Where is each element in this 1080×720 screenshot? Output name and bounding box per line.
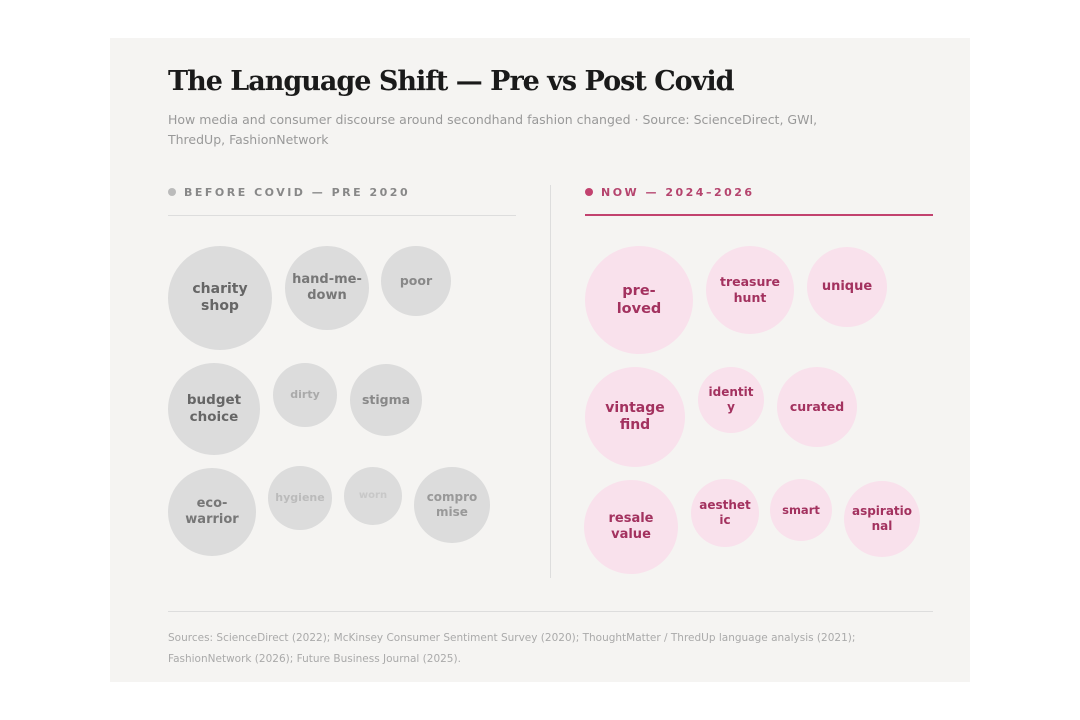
word-bubble: eco-warrior: [168, 468, 256, 556]
bubble-label: curated: [789, 399, 845, 415]
word-bubble: hygiene: [268, 466, 332, 530]
word-bubble: unique: [807, 247, 887, 327]
word-bubble: compromise: [414, 467, 490, 543]
rule: [585, 214, 933, 216]
bubble-label: compromise: [426, 490, 478, 519]
bubble-label: eco-warrior: [185, 495, 239, 527]
rule: [168, 215, 516, 216]
bubble-label: resale value: [608, 510, 654, 542]
rule: [168, 611, 933, 612]
word-bubble: hand-me-down: [285, 246, 369, 330]
word-bubble: budget choice: [168, 363, 260, 455]
bubble-label: smart: [782, 502, 820, 517]
divider: [550, 185, 551, 578]
dot: [585, 188, 593, 196]
bubble-label: treasure hunt: [719, 274, 781, 305]
bubble-label: vintage find: [605, 399, 665, 434]
word-bubble: dirty: [273, 363, 337, 427]
subtitle: How media and consumer discourse around …: [168, 112, 818, 147]
now-heading: NOW — 2024–2026: [585, 186, 755, 199]
title: The Language Shift — Pre vs Post Covid: [168, 66, 735, 97]
bubble-label: aspirational: [851, 504, 913, 533]
word-bubble: aspirational: [844, 481, 920, 557]
dot: [168, 188, 176, 196]
word-bubble: charity shop: [168, 246, 272, 350]
bubble-label: identity: [708, 385, 754, 414]
word-bubble: smart: [770, 479, 832, 541]
bubble-label: worn: [358, 489, 388, 501]
bubble-label: stigma: [361, 392, 411, 408]
bubble-label: hygiene: [275, 491, 325, 505]
word-bubble: curated: [777, 367, 857, 447]
bubble-label: hand-me-down: [292, 271, 362, 303]
bubble-label: pre-loved: [616, 282, 662, 317]
word-bubble: identity: [698, 367, 764, 433]
sources: Sources: ScienceDirect (2022); McKinsey …: [168, 632, 856, 665]
word-bubble: aesthetic: [691, 479, 759, 547]
word-bubble: treasure hunt: [706, 246, 794, 334]
word-bubble: vintage find: [585, 367, 685, 467]
word-bubble: worn: [344, 467, 402, 525]
card: The Language Shift — Pre vs Post Covid H…: [110, 38, 970, 682]
heading-text: NOW — 2024–2026: [601, 186, 755, 199]
bubble-label: budget choice: [186, 392, 242, 425]
word-bubble: stigma: [350, 364, 422, 436]
heading-text: BEFORE COVID — PRE 2020: [184, 186, 411, 199]
word-bubble: resale value: [584, 480, 678, 574]
bubble-label: poor: [399, 273, 433, 289]
bubble-label: aesthetic: [699, 498, 751, 527]
word-bubble: pre-loved: [585, 246, 693, 354]
word-bubble: poor: [381, 246, 451, 316]
bubble-label: dirty: [290, 388, 320, 402]
before-heading: BEFORE COVID — PRE 2020: [168, 186, 410, 199]
bubble-label: unique: [821, 278, 873, 294]
bubble-label: charity shop: [192, 280, 248, 315]
